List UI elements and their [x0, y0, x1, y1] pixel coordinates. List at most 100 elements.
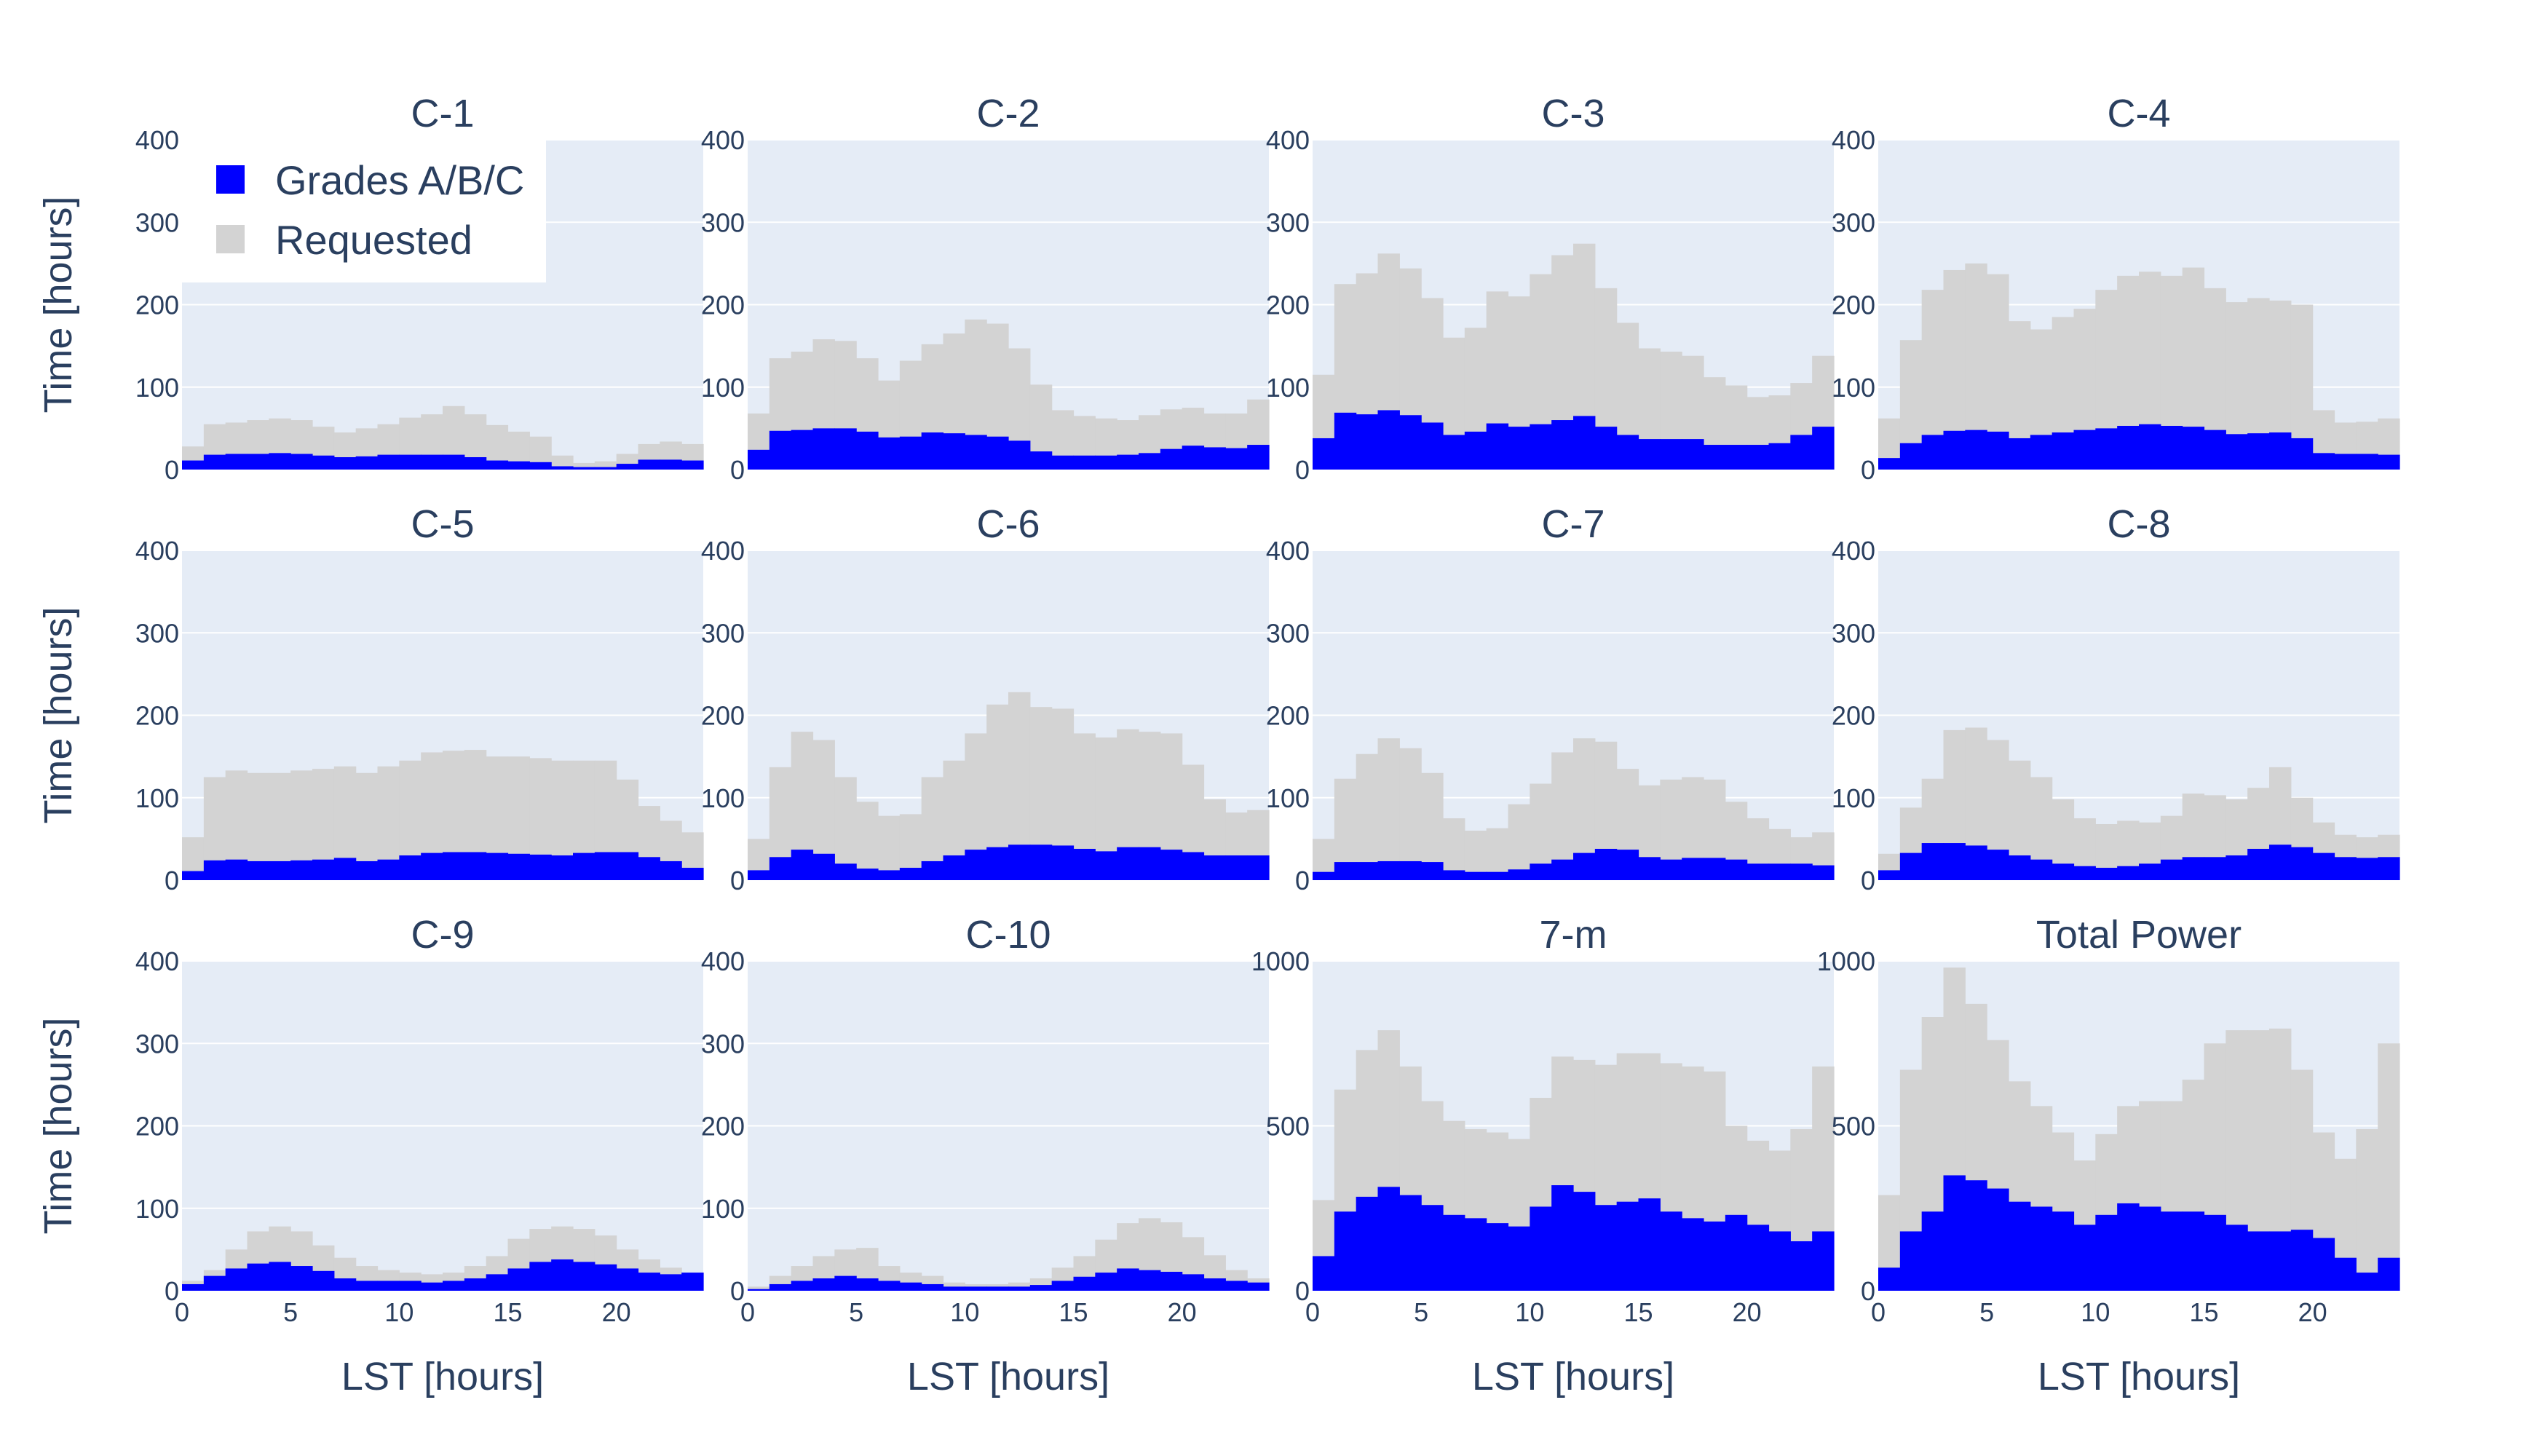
bar-grades — [1768, 443, 1791, 470]
bar-grades — [1878, 458, 1901, 470]
bar-grades — [2009, 1201, 2031, 1291]
bar-grades — [1160, 1271, 1183, 1291]
y-tick-label: 300 — [135, 618, 179, 648]
panel-title: C-9 — [411, 913, 474, 957]
bar-grades — [312, 859, 335, 880]
bar-grades — [2204, 857, 2226, 880]
y-tick-label: 300 — [701, 1029, 745, 1059]
x-tick-label: 0 — [1871, 1297, 1886, 1327]
bar-grades — [1812, 1231, 1835, 1291]
x-tick-label: 0 — [740, 1297, 755, 1327]
panel-title: C-8 — [2107, 502, 2170, 546]
bar-grades — [1987, 1188, 2009, 1291]
panel-7-m — [1313, 960, 1835, 1291]
panel-total-power — [1878, 960, 2400, 1291]
bar-grades — [594, 1264, 617, 1291]
bar-grades — [1660, 439, 1682, 470]
y-tick-label: 0 — [1295, 1276, 1310, 1306]
bar-grades — [638, 459, 660, 470]
bar-requested — [1508, 804, 1530, 880]
bar-grades — [1464, 431, 1487, 470]
bar-grades — [1790, 863, 1813, 880]
bar-grades — [507, 1268, 530, 1291]
bar-grades — [1725, 445, 1748, 470]
bar-grades — [2247, 1231, 2270, 1291]
bar-grades — [660, 860, 682, 880]
bar-grades — [1573, 1192, 1596, 1291]
bar-grades — [2095, 1214, 2118, 1291]
bar-grades — [507, 853, 530, 880]
y-tick-label: 300 — [1832, 618, 1875, 648]
y-tick-label: 400 — [1832, 536, 1875, 566]
bar-grades — [2312, 852, 2335, 880]
legend: Grades A/B/C Requested — [182, 140, 546, 282]
x-tick-label: 10 — [2081, 1297, 2110, 1327]
bar-grades — [1421, 1205, 1444, 1291]
bar-grades — [1746, 863, 1770, 880]
bar-grades — [1921, 1211, 1944, 1291]
bar-grades — [986, 1286, 1009, 1291]
y-tick-label: 400 — [1266, 125, 1310, 155]
bar-grades — [1182, 1274, 1205, 1291]
bar-grades — [1051, 845, 1075, 880]
panel-title: 7-m — [1540, 913, 1607, 957]
bar-grades — [921, 1283, 944, 1291]
y-tick-label: 500 — [1266, 1112, 1310, 1142]
bar-grades — [834, 428, 857, 470]
bar-grades — [1530, 1206, 1552, 1291]
bar-grades — [2225, 855, 2248, 880]
bar-requested — [748, 1286, 770, 1291]
bar-grades — [1356, 414, 1379, 470]
bar-grades — [1160, 448, 1183, 470]
bar-grades — [1182, 852, 1205, 880]
panel-c-3 — [1313, 139, 1835, 470]
bar-grades — [2334, 1257, 2357, 1291]
y-tick-label: 0 — [1295, 455, 1310, 485]
bar-grades — [2052, 432, 2075, 470]
y-tick-label: 100 — [135, 783, 179, 813]
bar-grades — [290, 860, 313, 880]
bar-grades — [1551, 1185, 1574, 1291]
bar-grades — [1638, 439, 1661, 470]
y-tick-label: 0 — [165, 455, 179, 485]
bar-grades — [681, 460, 704, 470]
bar-grades — [1117, 454, 1139, 470]
bar-grades — [1508, 1226, 1530, 1291]
y-tick-label: 100 — [1832, 783, 1875, 813]
bar-grades — [899, 1282, 922, 1291]
bar-grades — [443, 1281, 465, 1291]
bar-grades — [421, 1282, 443, 1291]
y-tick-label: 100 — [1832, 373, 1875, 403]
bar-grades — [1247, 445, 1270, 470]
bar-grades — [2378, 454, 2400, 470]
bar-grades — [1530, 424, 1552, 470]
bar-grades — [1008, 844, 1031, 880]
bar-grades — [464, 457, 487, 470]
y-tick-label: 400 — [135, 536, 179, 566]
bar-grades — [1682, 439, 1704, 470]
bar-grades — [1508, 869, 1530, 880]
panel-c-9 — [182, 960, 704, 1291]
bar-grades — [333, 1278, 357, 1291]
x-tick-label: 10 — [1515, 1297, 1544, 1327]
x-tick-label: 20 — [1168, 1297, 1197, 1327]
bar-grades — [290, 454, 313, 470]
y-tick-label: 300 — [701, 207, 745, 237]
bar-requested — [2356, 1129, 2378, 1291]
bar-grades — [1943, 430, 1966, 470]
bar-grades — [1704, 445, 1726, 470]
legend-swatch — [216, 225, 245, 253]
bar-grades — [203, 1275, 226, 1291]
bar-grades — [355, 1281, 379, 1291]
legend-swatch — [216, 165, 245, 194]
bar-grades — [2117, 866, 2140, 880]
bar-grades — [1573, 852, 1596, 880]
bar-grades — [1899, 1231, 1923, 1291]
bar-grades — [225, 454, 248, 470]
bar-grades — [1746, 445, 1770, 470]
bar-grades — [1160, 850, 1183, 880]
bar-grades — [1790, 1241, 1813, 1291]
bar-grades — [1987, 431, 2009, 470]
bar-grades — [573, 467, 596, 470]
bar-grades — [2139, 424, 2161, 470]
